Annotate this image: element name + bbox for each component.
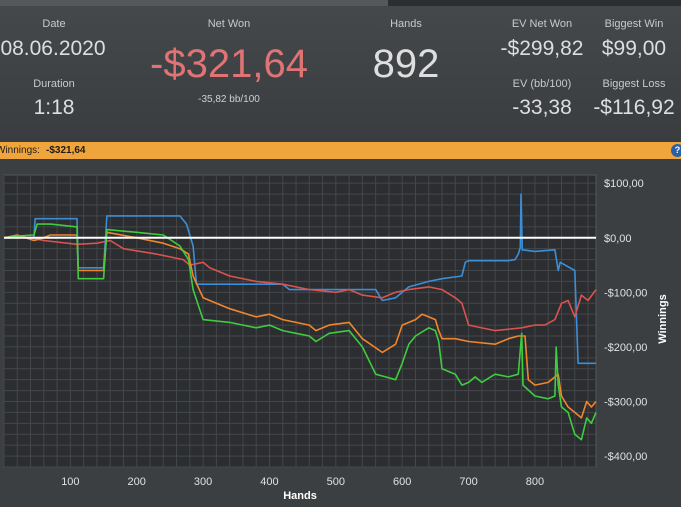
biggest-loss-value: -$116,92	[593, 96, 675, 119]
duration-value: 1:18	[33, 96, 75, 119]
net-won-value: -$321,64	[150, 42, 308, 86]
net-won-label: Net Won	[207, 18, 251, 30]
y-axis-label: Winnings	[657, 294, 669, 343]
winnings-bar: Winnings: -$321,64 ?	[0, 142, 681, 159]
y-tick-label: -$200,00	[604, 342, 647, 354]
date-label: Date	[42, 18, 66, 30]
plot-background	[3, 174, 597, 468]
x-tick-label: 300	[194, 476, 212, 488]
biggest-win-label: Biggest Win	[604, 18, 664, 30]
biggest-win-value: $99,00	[601, 37, 667, 60]
hands-value: 892	[372, 42, 440, 86]
winnings-bar-label: Winnings:	[0, 145, 40, 156]
x-axis-ticks: 100 200 300 400 500 600 700 800	[61, 476, 544, 488]
x-tick-label: 800	[526, 476, 544, 488]
hands-label: Hands	[390, 18, 422, 30]
winnings-chart: 100 200 300 400 500 600 700 800 $100,00 $0,00 -$1…	[3, 174, 669, 502]
winnings-bar-value: -$321,64	[46, 145, 86, 156]
biggest-loss-label: Biggest Loss	[602, 78, 666, 90]
series-lines	[3, 193, 597, 441]
ev-net-won-label: EV Net Won	[511, 18, 573, 30]
question-icon[interactable]: ?	[671, 144, 681, 157]
series-line	[3, 223, 597, 441]
x-tick-label: 200	[128, 476, 146, 488]
ev-net-won-value: -$299,82	[500, 37, 584, 60]
x-tick-label: 400	[260, 476, 278, 488]
ev-bb-label: EV (bb/100)	[512, 78, 572, 90]
y-tick-label: $0,00	[604, 233, 632, 245]
session-stats-panel: Date 08.06.2020 Duration 1:18 Net Won -$…	[0, 6, 681, 142]
bb-per-100-value: -35,82 bb/100	[198, 94, 260, 105]
y-tick-label: -$300,00	[604, 397, 647, 409]
series-line	[4, 193, 596, 365]
y-tick-label: -$400,00	[604, 451, 647, 463]
x-axis-label: Hands	[283, 490, 317, 502]
y-tick-label: -$100,00	[604, 287, 647, 299]
y-tick-label: $100,00	[604, 178, 644, 190]
y-axis-ticks: $100,00 $0,00 -$100,00 -$200,00 -$300,00 -$40…	[604, 178, 647, 463]
x-tick-label: 700	[459, 476, 477, 488]
date-value: 08.06.2020	[0, 37, 106, 60]
winnings-chart-area: 100 200 300 400 500 600 700 800 $100,00 $0,00 -$1…	[0, 159, 681, 507]
grid-lines	[3, 175, 596, 468]
x-tick-label: 500	[327, 476, 345, 488]
active-tab-area[interactable]	[0, 0, 388, 6]
top-tab-strip	[0, 0, 681, 6]
series-line	[3, 231, 597, 419]
ev-bb-value: -33,38	[512, 96, 572, 119]
x-tick-label: 600	[393, 476, 411, 488]
x-tick-label: 100	[61, 476, 79, 488]
series-line	[4, 237, 597, 332]
duration-label: Duration	[33, 78, 75, 90]
